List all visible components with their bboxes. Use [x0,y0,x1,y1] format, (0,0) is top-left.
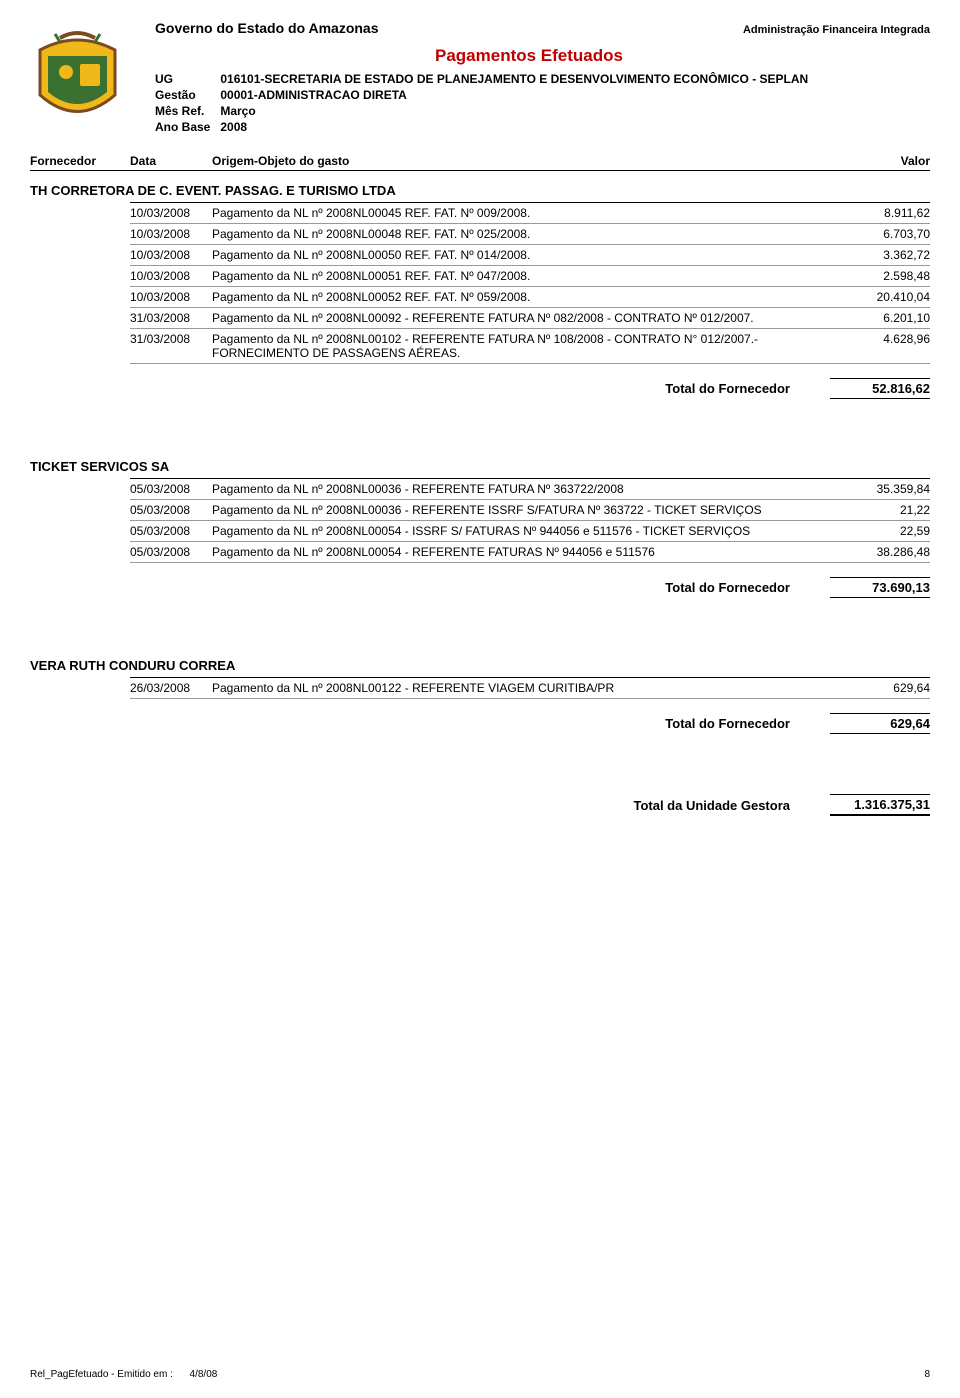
col-origem: Origem-Objeto do gasto [212,154,840,168]
meta-label-gestao: Gestão [155,88,217,102]
column-headers: Fornecedor Data Origem-Objeto do gasto V… [30,154,930,171]
row-valor: 35.359,84 [840,482,930,496]
page-footer: Rel_PagEfetuado - Emitido em : 4/8/08 8 [30,1369,930,1380]
col-fornecedor: Fornecedor [30,154,130,168]
payment-row: 10/03/2008Pagamento da NL nº 2008NL00052… [130,287,930,308]
payment-row: 31/03/2008Pagamento da NL nº 2008NL00092… [130,308,930,329]
row-origem: Pagamento da NL nº 2008NL00102 - REFEREN… [212,332,840,360]
supplier-name: TH CORRETORA DE C. EVENT. PASSAG. E TURI… [30,183,930,198]
government-name: Governo do Estado do Amazonas [155,20,379,36]
row-date: 31/03/2008 [130,311,212,325]
footer-page-number: 8 [924,1369,930,1380]
supplier-total-row: Total do Fornecedor 52.816,62 [30,378,930,399]
footer-report-date: 4/8/08 [190,1369,218,1380]
supplier-total-row: Total do Fornecedor 73.690,13 [30,577,930,598]
meta-val-mes: Março [220,104,255,118]
row-valor: 22,59 [840,524,930,538]
ug-total-value: 1.316.375,31 [830,794,930,816]
row-origem: Pagamento da NL nº 2008NL00036 - REFEREN… [212,482,840,496]
row-origem: Pagamento da NL nº 2008NL00048 REF. FAT.… [212,227,840,241]
row-origem: Pagamento da NL nº 2008NL00092 - REFEREN… [212,311,840,325]
row-valor: 629,64 [840,681,930,695]
supplier-name: VERA RUTH CONDURU CORREA [30,658,930,673]
supplier-total-label: Total do Fornecedor [665,580,790,595]
row-date: 31/03/2008 [130,332,212,346]
col-data: Data [130,154,212,168]
supplier-name: TICKET SERVICOS SA [30,459,930,474]
row-origem: Pagamento da NL nº 2008NL00050 REF. FAT.… [212,248,840,262]
row-origem: Pagamento da NL nº 2008NL00054 - REFEREN… [212,545,840,559]
row-origem: Pagamento da NL nº 2008NL00036 - REFEREN… [212,503,840,517]
payment-row: 10/03/2008Pagamento da NL nº 2008NL00051… [130,266,930,287]
payment-row: 05/03/2008Pagamento da NL nº 2008NL00036… [130,500,930,521]
payment-row: 05/03/2008Pagamento da NL nº 2008NL00054… [130,521,930,542]
row-date: 10/03/2008 [130,248,212,262]
payment-row: 05/03/2008Pagamento da NL nº 2008NL00054… [130,542,930,563]
row-date: 05/03/2008 [130,482,212,496]
row-date: 26/03/2008 [130,681,212,695]
row-valor: 3.362,72 [840,248,930,262]
row-valor: 6.201,10 [840,311,930,325]
col-valor: Valor [840,154,930,168]
supplier-total-value: 629,64 [830,713,930,734]
row-date: 10/03/2008 [130,227,212,241]
payment-row: 10/03/2008Pagamento da NL nº 2008NL00045… [130,203,930,224]
system-name: Administração Financeira Integrada [743,24,930,36]
meta-val-gestao: 00001-ADMINISTRACAO DIRETA [220,88,406,102]
state-crest-icon [30,20,125,130]
row-date: 10/03/2008 [130,269,212,283]
meta-label-ano: Ano Base [155,120,217,134]
row-date: 05/03/2008 [130,524,212,538]
payment-row: 26/03/2008Pagamento da NL nº 2008NL00122… [130,678,930,699]
row-valor: 38.286,48 [840,545,930,559]
ug-total-row: Total da Unidade Gestora 1.316.375,31 [30,794,930,816]
payment-row: 10/03/2008Pagamento da NL nº 2008NL00050… [130,245,930,266]
row-origem: Pagamento da NL nº 2008NL00045 REF. FAT.… [212,206,840,220]
supplier-total-label: Total do Fornecedor [665,716,790,731]
meta-val-ano: 2008 [220,120,247,134]
meta-label-ug: UG [155,72,217,86]
supplier-total-row: Total do Fornecedor 629,64 [30,713,930,734]
meta-label-mes: Mês Ref. [155,104,217,118]
row-date: 10/03/2008 [130,290,212,304]
payment-row: 05/03/2008Pagamento da NL nº 2008NL00036… [130,479,930,500]
row-valor: 2.598,48 [840,269,930,283]
row-origem: Pagamento da NL nº 2008NL00052 REF. FAT.… [212,290,840,304]
row-date: 10/03/2008 [130,206,212,220]
footer-report-label: Rel_PagEfetuado - Emitido em : [30,1369,173,1380]
row-valor: 20.410,04 [840,290,930,304]
row-date: 05/03/2008 [130,545,212,559]
report-title: Pagamentos Efetuados [435,46,930,66]
row-origem: Pagamento da NL nº 2008NL00122 - REFEREN… [212,681,840,695]
row-valor: 8.911,62 [840,206,930,220]
row-origem: Pagamento da NL nº 2008NL00054 - ISSRF S… [212,524,840,538]
row-valor: 6.703,70 [840,227,930,241]
supplier-total-value: 52.816,62 [830,378,930,399]
supplier-total-value: 73.690,13 [830,577,930,598]
row-origem: Pagamento da NL nº 2008NL00051 REF. FAT.… [212,269,840,283]
row-date: 05/03/2008 [130,503,212,517]
meta-val-ug: 016101-SECRETARIA DE ESTADO DE PLANEJAME… [220,72,808,86]
payment-row: 31/03/2008Pagamento da NL nº 2008NL00102… [130,329,930,364]
ug-total-label: Total da Unidade Gestora [633,798,790,813]
supplier-total-label: Total do Fornecedor [665,381,790,396]
row-valor: 4.628,96 [840,332,930,346]
payment-row: 10/03/2008Pagamento da NL nº 2008NL00048… [130,224,930,245]
row-valor: 21,22 [840,503,930,517]
